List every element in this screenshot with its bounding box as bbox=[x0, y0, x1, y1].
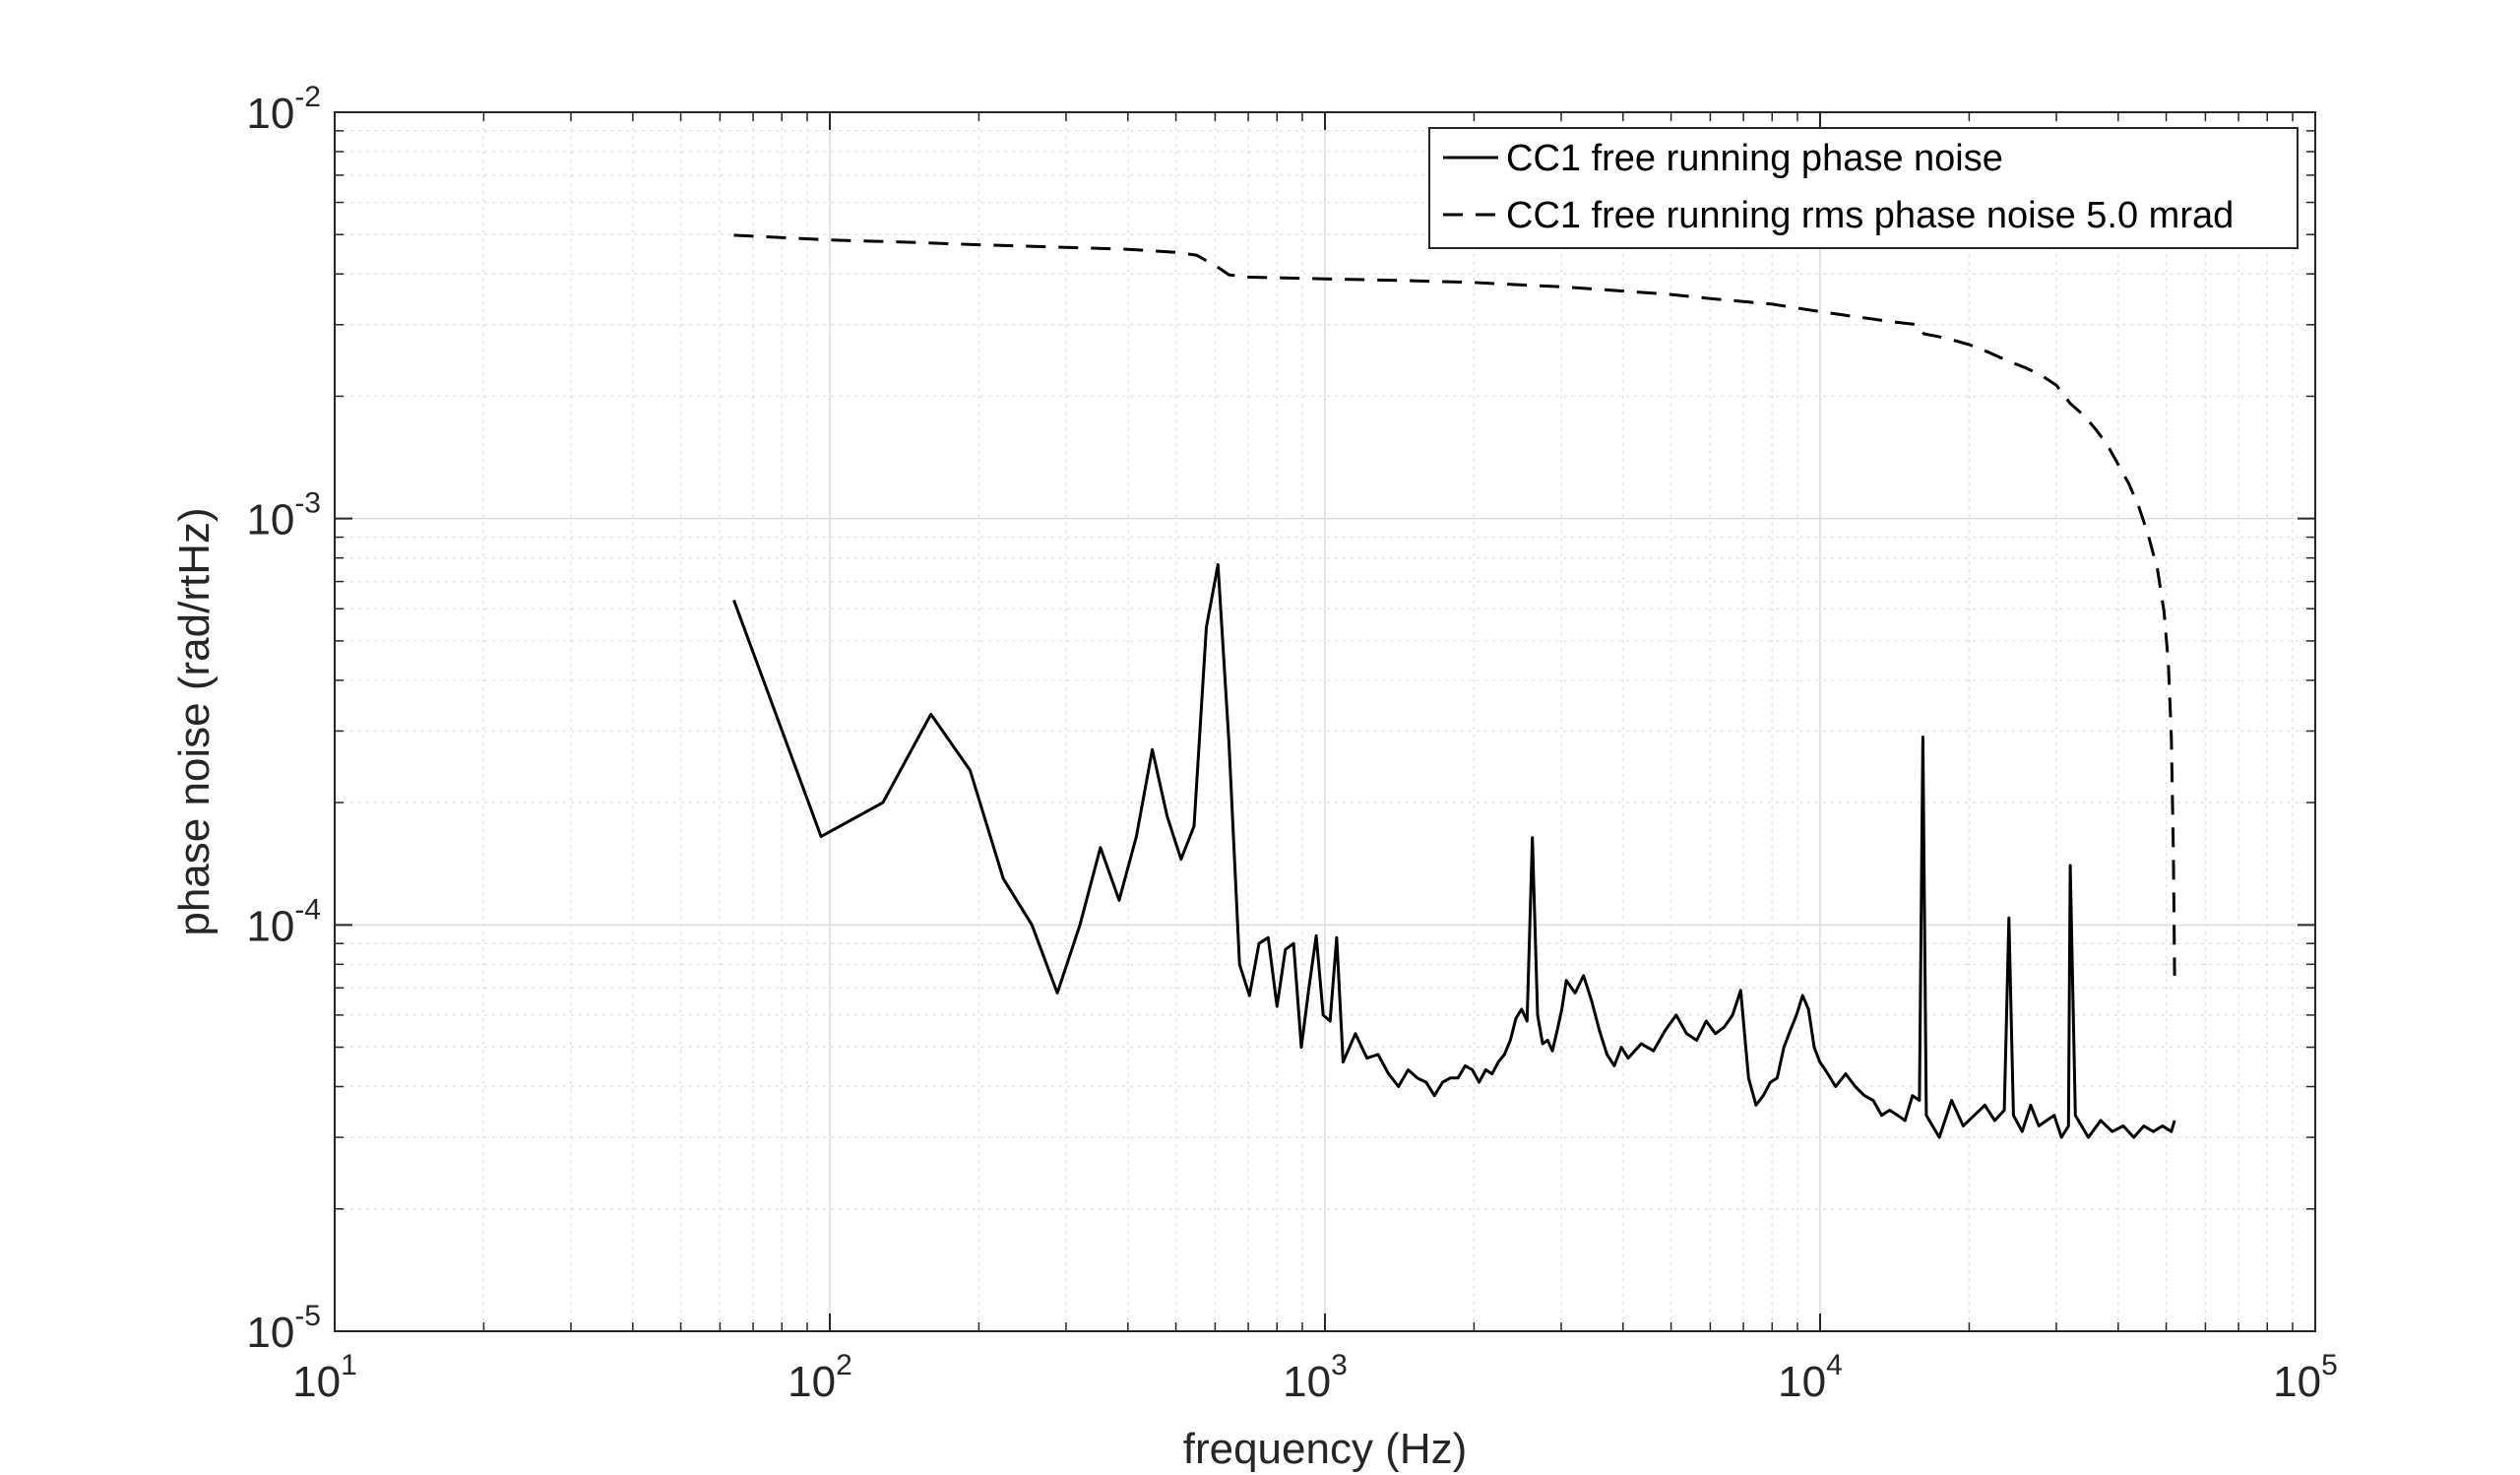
major-grid bbox=[335, 112, 2315, 1331]
x-axis-title: frequency (Hz) bbox=[1183, 1425, 1468, 1473]
y-tick-label: 10-5 bbox=[246, 1300, 321, 1357]
y-tick-label: 10-2 bbox=[246, 81, 321, 138]
x-tick-label: 105 bbox=[2273, 1349, 2338, 1406]
legend: CC1 free running phase noise CC1 free ru… bbox=[1428, 127, 2299, 249]
legend-label-phase-noise: CC1 free running phase noise bbox=[1506, 138, 2003, 179]
y-axis-title: phase noise (rad/rtHz) bbox=[170, 507, 219, 935]
x-tick-label: 104 bbox=[1778, 1349, 1843, 1406]
x-tick-labels: 101 102 103 104 105 bbox=[292, 1349, 2338, 1406]
y-tick-label: 10-4 bbox=[246, 893, 321, 950]
series-layer bbox=[732, 233, 2176, 1139]
plot-area bbox=[334, 111, 2316, 1332]
x-tick-label: 103 bbox=[1283, 1349, 1348, 1406]
x-tick-label: 102 bbox=[788, 1349, 852, 1406]
legend-label-rms-phase-noise: CC1 free running rms phase noise 5.0 mra… bbox=[1506, 195, 2234, 236]
tick-marks bbox=[334, 111, 2316, 1332]
series-rms-phase-noise-line bbox=[733, 233, 2176, 976]
legend-box bbox=[1428, 127, 2299, 249]
y-tick-label: 10-3 bbox=[246, 487, 321, 545]
series-phase-noise-line bbox=[732, 563, 2176, 1139]
minor-grid bbox=[335, 112, 2315, 1331]
y-tick-labels: 10-5 10-4 10-3 10-2 bbox=[246, 81, 321, 1357]
x-tick-label: 101 bbox=[292, 1349, 357, 1406]
